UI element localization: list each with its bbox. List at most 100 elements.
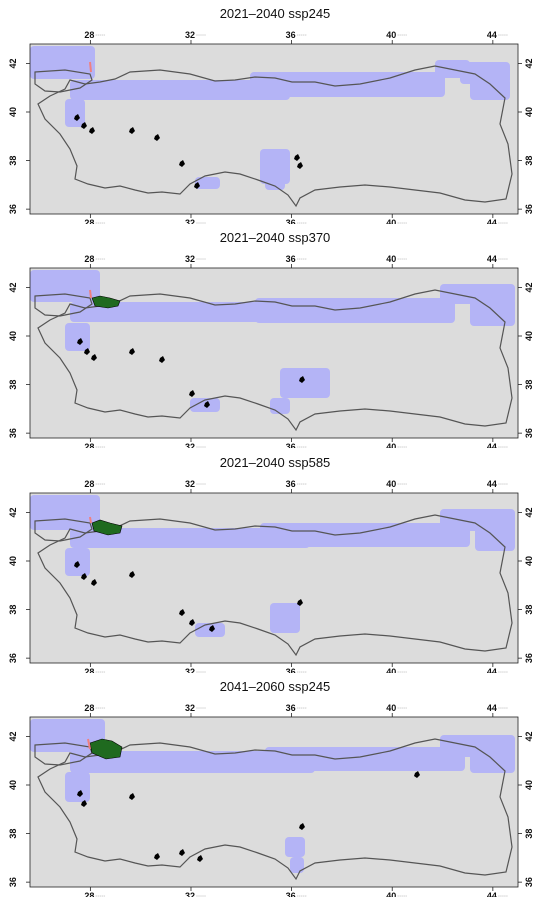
map-frame [29,492,519,664]
suitable-zone [270,603,300,633]
current-range-patch [194,182,200,189]
thrace-border [34,518,93,542]
high-suitability-area [89,738,123,760]
highlight-mark [89,61,92,73]
x-tick-label-bottom: 40°°°°° [386,442,407,448]
panel-title: 2021–2040 ssp370 [219,230,331,245]
country-border [37,289,513,432]
suitable-zone [70,751,315,773]
map-canvas: 28°°°°° 28°°°°° 32°°°°° 32°°°°° 36°°°°° 36°°°… [8,30,534,224]
y-tick-label-right: 38 [524,829,534,839]
x-tick-label-top: 40°°°°° [386,254,407,264]
map-canvas: 28°°°°° 28°°°°° 32°°°°° 32°°°°° 36°°°°° 36°°°… [8,254,534,448]
current-range-patch [129,127,135,134]
y-tick-label-right: 40 [524,780,534,790]
current-range-patch [179,849,185,856]
x-tick-label-top: 44°°°°° [487,30,508,40]
x-tick-label-bottom: 40°°°°° [386,891,407,897]
suitable-zone [30,46,95,79]
current-range-patch [209,625,215,632]
current-range-patch [159,356,165,363]
suitable-zone [70,80,290,100]
panel-title: 2041–2060 ssp245 [219,679,331,694]
current-range-patch [294,154,300,161]
y-tick-label-left: 42 [8,58,18,68]
map-canvas: 28°°°°° 28°°°°° 32°°°°° 32°°°°° 36°°°°° 36°°°… [8,479,534,673]
current-range-patch [297,599,303,606]
current-range-patch [129,793,135,800]
current-range-patch [179,609,185,616]
x-tick-label-bottom: 28°°°°° [84,667,105,673]
suitable-zone [30,495,100,530]
y-tick-label-right: 36 [524,877,534,887]
thrace-border [34,742,93,766]
suitable-zone [70,302,310,322]
suitable-zone [265,174,285,190]
x-tick-label-top: 44°°°°° [487,479,508,489]
map-frame [29,267,519,439]
x-tick-label-top: 40°°°°° [386,479,407,489]
suitable-zone [470,298,515,326]
x-tick-label-bottom: 44°°°°° [487,218,508,224]
map-panel-3: 2021–2040 ssp585 28°°°°° 28°°°°° 32°°°°° 32°… [0,449,550,673]
y-tick-label-left: 38 [8,605,18,615]
y-tick-label-left: 42 [8,731,18,741]
y-tick-label-right: 38 [524,156,534,166]
y-tick-label-left: 38 [8,156,18,166]
y-tick-label-left: 36 [8,204,18,214]
y-tick-label-left: 40 [8,331,18,341]
suitable-zone [255,298,455,323]
country-border [37,65,513,208]
x-tick-label-top: 36°°°°° [286,254,307,264]
x-tick-label-top: 32°°°°° [185,254,206,264]
y-tick-label-right: 42 [524,58,534,68]
x-tick-label-top: 36°°°°° [286,479,307,489]
current-range-patch [414,771,420,778]
y-tick-label-left: 38 [8,380,18,390]
x-tick-label-top: 36°°°°° [286,30,307,40]
suitable-zone [195,177,220,189]
y-tick-label-left: 40 [8,107,18,117]
x-tick-label-top: 28°°°°° [84,703,105,713]
x-tick-label-top: 28°°°°° [84,254,105,264]
y-tick-label-right: 40 [524,331,534,341]
x-tick-label-bottom: 28°°°°° [84,442,105,448]
y-tick-label-right: 40 [524,556,534,566]
map-panel-2: 2021–2040 ssp370 28°°°°° 28°°°°° 32°°°°° 32°… [0,224,550,448]
suitable-zone [30,270,100,302]
y-tick-label-left: 36 [8,877,18,887]
x-tick-label-top: 44°°°°° [487,703,508,713]
x-tick-label-top: 32°°°°° [185,703,206,713]
suitable-zone [70,528,310,548]
y-tick-label-right: 42 [524,282,534,292]
highlight-mark [89,516,92,524]
x-tick-label-bottom: 32°°°°° [185,891,206,897]
current-range-patch [81,573,87,580]
x-tick-label-bottom: 36°°°°° [286,891,307,897]
country-border [37,514,513,657]
y-tick-label-left: 38 [8,829,18,839]
suitable-zone [260,523,470,547]
x-tick-label-top: 40°°°°° [386,30,407,40]
current-range-patch [81,122,87,129]
x-tick-label-bottom: 44°°°°° [487,891,508,897]
current-range-patch [154,134,160,141]
current-range-patch [74,561,80,568]
current-range-patch [74,114,80,121]
thrace-border [34,293,93,317]
current-range-patch [189,390,195,397]
x-tick-label-bottom: 36°°°°° [286,442,307,448]
suitable-zone [65,323,90,351]
suitable-zone [270,398,290,414]
suitable-zone [285,837,305,857]
panel-title: 2021–2040 ssp245 [219,6,331,21]
current-range-patch [77,338,83,345]
thrace-border [34,69,93,93]
map-content [30,495,515,657]
suitable-zone [265,747,465,771]
suitable-zone [280,368,330,398]
x-tick-label-bottom: 32°°°°° [185,667,206,673]
x-tick-label-top: 36°°°°° [286,703,307,713]
map-frame [29,43,519,215]
current-range-patch [129,571,135,578]
